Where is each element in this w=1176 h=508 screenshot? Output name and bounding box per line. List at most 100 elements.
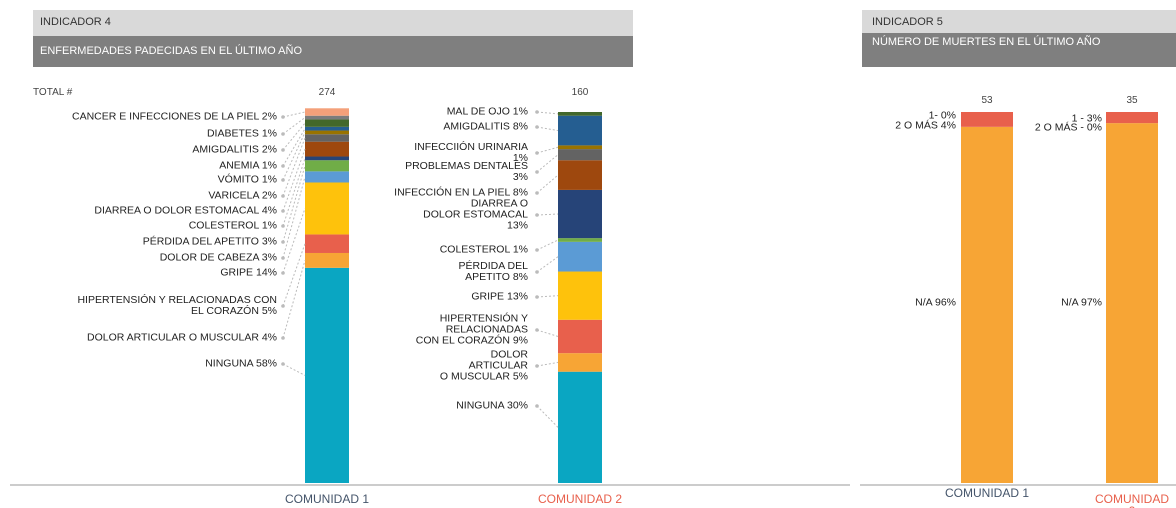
- leader-dot: [281, 304, 285, 308]
- bar-segment: [305, 134, 349, 142]
- leader-line: [536, 295, 559, 298]
- bar-segment: [558, 112, 602, 116]
- leader-line: [282, 158, 306, 227]
- leader-line: [282, 128, 306, 167]
- bar-segment: [558, 241, 602, 272]
- header-bar: [33, 10, 633, 36]
- bar-segment: [305, 156, 349, 161]
- leader-line: [282, 132, 306, 181]
- subheader-bar: [33, 36, 633, 67]
- leader-line: [282, 111, 306, 118]
- bar-segment: [305, 160, 349, 172]
- segment-label: VARICELA 2%: [208, 189, 277, 202]
- leader-dot: [535, 191, 539, 195]
- segment-label: ANEMIA 1%: [219, 159, 277, 172]
- bar-segment: [558, 271, 602, 320]
- bar-segment: [558, 149, 602, 161]
- leader-dot: [281, 132, 285, 136]
- leader-line: [282, 260, 306, 339]
- bar-segment: [558, 145, 602, 150]
- segment-label: N/A 97%: [1061, 296, 1102, 309]
- column-total: 160: [571, 87, 589, 98]
- leader-dot: [281, 178, 285, 182]
- leader-dot: [535, 328, 539, 332]
- segment-label: 2 O MÁS 4%: [895, 119, 956, 132]
- indicator-title: INDICADOR 4: [40, 16, 111, 28]
- segment-label: N/A 96%: [915, 296, 956, 309]
- leader-line: [282, 165, 306, 243]
- bar-segment: [961, 126, 1013, 483]
- leader-dot: [535, 295, 539, 299]
- bar-segment: [558, 319, 602, 354]
- leader-dot: [281, 256, 285, 260]
- bar-segment: [558, 189, 602, 239]
- leader-dot: [535, 125, 539, 129]
- bar-segment: [305, 126, 349, 131]
- segment-label: DOLOR ARTICULAR O MUSCULAR 4%: [86, 331, 277, 344]
- leader-line: [536, 174, 559, 194]
- indicator-subtitle: NÚMERO DE MUERTES EN EL ÚLTIMO AÑO: [872, 36, 1101, 48]
- leader-dot: [535, 170, 539, 174]
- bar-segment: [305, 108, 349, 116]
- subheader-bar: [862, 33, 1176, 67]
- leader-line: [536, 239, 559, 251]
- segment-label: AMIGDALITIS 8%: [443, 120, 528, 133]
- leader-line: [536, 111, 559, 115]
- bar-segment: [305, 252, 349, 268]
- bar-segment: [305, 267, 349, 483]
- leader-line: [282, 148, 306, 212]
- segment-label: NINGUNA 58%: [205, 357, 277, 370]
- leader-dot: [535, 248, 539, 252]
- bar-segment: [305, 119, 349, 127]
- bar-segment: [558, 160, 602, 190]
- leader-line: [282, 122, 306, 151]
- header-bar: [862, 10, 1176, 33]
- leader-dot: [281, 148, 285, 152]
- segment-label: VÓMITO 1%: [217, 173, 277, 186]
- column-total: 35: [1126, 95, 1138, 106]
- leader-line: [536, 146, 559, 154]
- leader-line: [282, 208, 306, 274]
- indicator-title: INDICADOR 5: [872, 16, 943, 28]
- segment-label: 1- 0%: [928, 109, 956, 122]
- leader-dot: [281, 362, 285, 366]
- segment-label: INFECCIIÓN URINARIA 1%: [414, 141, 528, 164]
- leader-line: [536, 213, 559, 216]
- segment-label: PÉRDIDA DEL APETITO 8%: [458, 260, 528, 283]
- leader-line: [282, 117, 306, 135]
- leader-dot: [535, 270, 539, 274]
- leader-line: [536, 126, 559, 132]
- leader-dot: [535, 404, 539, 408]
- bar-segment: [305, 141, 349, 157]
- segment-label: DIARREA O DOLOR ESTOMACAL 13%: [423, 197, 528, 232]
- leader-line: [536, 154, 559, 173]
- leader-dot: [535, 213, 539, 217]
- segment-label: DIARREA O DOLOR ESTOMACAL 4%: [94, 204, 277, 217]
- segment-label: MAL DE OJO 1%: [446, 105, 528, 118]
- segment-label: HIPERTENSIÓN Y RELACIONADAS CON EL CORAZ…: [415, 312, 528, 347]
- leader-dot: [281, 115, 285, 119]
- column-label: COMUNIDAD 1: [284, 492, 370, 506]
- segment-label: DIABETES 1%: [206, 127, 277, 140]
- leader-dot: [535, 364, 539, 368]
- segment-label: 1 - 3%: [1071, 112, 1102, 125]
- bar-segment: [305, 115, 349, 120]
- segment-label: INFECCIÓN EN LA PIEL 8%: [394, 186, 528, 199]
- bar-segment: [961, 112, 1013, 127]
- leader-line: [282, 363, 306, 376]
- segment-label: 2 O MÁS - 0%: [1034, 121, 1102, 134]
- segment-label: PÉRDIDA DEL APETITO 3%: [142, 235, 277, 248]
- bar-segment: [1106, 123, 1158, 483]
- segment-label: DOLOR ARTICULAR O MUSCULAR 5%: [439, 348, 528, 383]
- column-total: 53: [981, 95, 993, 106]
- bar-segment: [558, 115, 602, 146]
- leader-dot: [281, 164, 285, 168]
- segment-label: COLESTEROL 1%: [188, 219, 277, 232]
- segment-label: GRIPE 14%: [220, 266, 277, 279]
- leader-dot: [281, 336, 285, 340]
- segment-label: PROBLEMAS DENTALES 3%: [405, 160, 528, 183]
- column-label: COMUNIDAD 1: [944, 486, 1029, 500]
- bar-segment: [305, 182, 349, 235]
- bar-segment: [558, 238, 602, 242]
